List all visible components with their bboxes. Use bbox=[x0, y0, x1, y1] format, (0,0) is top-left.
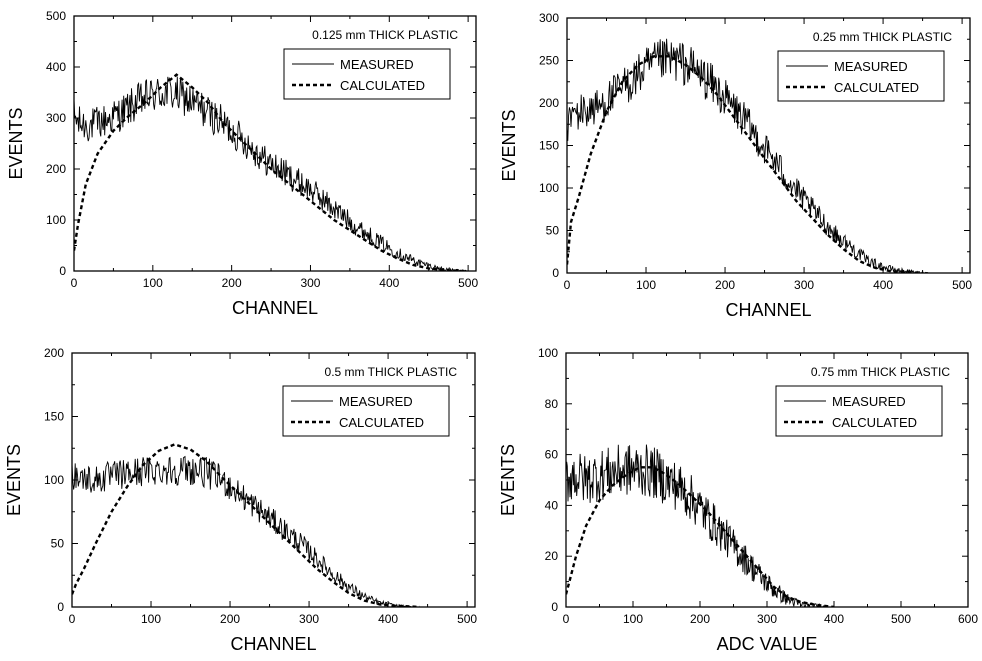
legend-label-calculated: CALCULATED bbox=[340, 78, 425, 93]
legend-label-measured: MEASURED bbox=[834, 59, 908, 74]
y-tick-label: 100 bbox=[539, 181, 559, 195]
y-tick-label: 500 bbox=[46, 9, 66, 23]
x-tick-label: 0 bbox=[564, 278, 571, 292]
x-tick-label: 100 bbox=[143, 276, 163, 290]
y-tick-label: 80 bbox=[545, 397, 559, 411]
y-tick-label: 0 bbox=[551, 600, 558, 614]
y-tick-label: 300 bbox=[539, 11, 559, 25]
panel-title: 0.125 mm THICK PLASTIC bbox=[312, 28, 458, 42]
x-tick-label: 400 bbox=[873, 278, 893, 292]
legend-box bbox=[283, 48, 451, 100]
series-line-calculated bbox=[566, 466, 835, 607]
y-tick-label: 0 bbox=[57, 600, 64, 614]
x-tick-label: 400 bbox=[379, 276, 399, 290]
legend-box bbox=[282, 385, 450, 437]
chart-panel-4: 0 20 40 60 80 100 0 100 200 300 400 500 600 ADC VALUE… bbox=[498, 346, 978, 654]
y-tick-label: 200 bbox=[46, 162, 66, 176]
panel-title: 0.5 mm THICK PLASTIC bbox=[325, 365, 458, 379]
x-axis-title: CHANNEL bbox=[725, 300, 811, 320]
y-tick-label: 50 bbox=[51, 537, 65, 551]
x-tick-label: 500 bbox=[952, 278, 972, 292]
x-axis-title: ADC VALUE bbox=[717, 634, 818, 654]
y-tick-label: 200 bbox=[539, 96, 559, 110]
series-line-measured bbox=[74, 76, 469, 271]
series-line-measured bbox=[72, 455, 412, 607]
y-tick-label: 0 bbox=[552, 266, 559, 280]
y-tick-label: 200 bbox=[44, 346, 64, 360]
x-tick-label: 100 bbox=[636, 278, 656, 292]
x-tick-label: 100 bbox=[141, 612, 161, 626]
panel-title: 0.25 mm THICK PLASTIC bbox=[813, 30, 952, 44]
legend-label-measured: MEASURED bbox=[340, 57, 414, 72]
x-axis-title: CHANNEL bbox=[230, 634, 316, 654]
y-tick-label: 60 bbox=[545, 448, 559, 462]
y-axis-title: EVENTS bbox=[4, 444, 24, 516]
x-tick-label: 200 bbox=[690, 612, 710, 626]
x-tick-label: 500 bbox=[457, 612, 477, 626]
series-line-measured bbox=[566, 444, 841, 607]
x-tick-label: 400 bbox=[824, 612, 844, 626]
y-tick-label: 300 bbox=[46, 111, 66, 125]
y-axis-title: EVENTS bbox=[498, 444, 518, 516]
chart-panel-2: 0 50 100 150 200 250 300 0 100 200 300 400 500 CHANNE… bbox=[499, 11, 972, 320]
series-line-calculated bbox=[74, 73, 461, 271]
y-tick-label: 400 bbox=[46, 60, 66, 74]
x-tick-label: 500 bbox=[891, 612, 911, 626]
legend-label-calculated: CALCULATED bbox=[339, 415, 424, 430]
legend-label-calculated: CALCULATED bbox=[834, 80, 919, 95]
x-tick-label: 300 bbox=[757, 612, 777, 626]
legend-box bbox=[775, 385, 943, 437]
x-tick-label: 200 bbox=[222, 276, 242, 290]
x-tick-label: 600 bbox=[958, 612, 978, 626]
x-tick-label: 400 bbox=[378, 612, 398, 626]
y-tick-label: 100 bbox=[44, 473, 64, 487]
x-tick-label: 0 bbox=[69, 612, 76, 626]
legend-label-measured: MEASURED bbox=[339, 394, 413, 409]
y-tick-label: 50 bbox=[546, 224, 560, 238]
panel-title: 0.75 mm THICK PLASTIC bbox=[811, 365, 950, 379]
x-tick-label: 200 bbox=[220, 612, 240, 626]
series-line-calculated bbox=[567, 55, 923, 273]
y-tick-label: 0 bbox=[59, 264, 66, 278]
x-tick-label: 300 bbox=[299, 612, 319, 626]
y-tick-label: 100 bbox=[538, 346, 558, 360]
y-tick-label: 20 bbox=[545, 549, 559, 563]
x-tick-label: 500 bbox=[458, 276, 478, 290]
x-tick-label: 100 bbox=[623, 612, 643, 626]
y-axis-title: EVENTS bbox=[499, 109, 519, 181]
x-tick-label: 200 bbox=[715, 278, 735, 292]
y-tick-label: 150 bbox=[44, 410, 64, 424]
chart-panel-3: 0 50 100 150 200 0 100 200 300 400 500 CHANNEL EVENT… bbox=[4, 346, 477, 654]
x-tick-label: 300 bbox=[300, 276, 320, 290]
legend-box bbox=[777, 50, 945, 102]
y-axis-title: EVENTS bbox=[6, 107, 26, 179]
x-tick-label: 300 bbox=[794, 278, 814, 292]
x-tick-label: 0 bbox=[71, 276, 78, 290]
legend-label-calculated: CALCULATED bbox=[832, 415, 917, 430]
series-line-calculated bbox=[72, 443, 420, 607]
x-axis-title: CHANNEL bbox=[232, 298, 318, 318]
y-tick-label: 250 bbox=[539, 54, 559, 68]
y-tick-label: 150 bbox=[539, 139, 559, 153]
y-tick-label: 100 bbox=[46, 213, 66, 227]
x-tick-label: 0 bbox=[563, 612, 570, 626]
legend-label-measured: MEASURED bbox=[832, 394, 906, 409]
chart-panel-1: 0 100 200 300 400 500 0 100 200 300 400 500 CHANNEL E… bbox=[6, 9, 478, 318]
y-tick-label: 40 bbox=[545, 498, 559, 512]
